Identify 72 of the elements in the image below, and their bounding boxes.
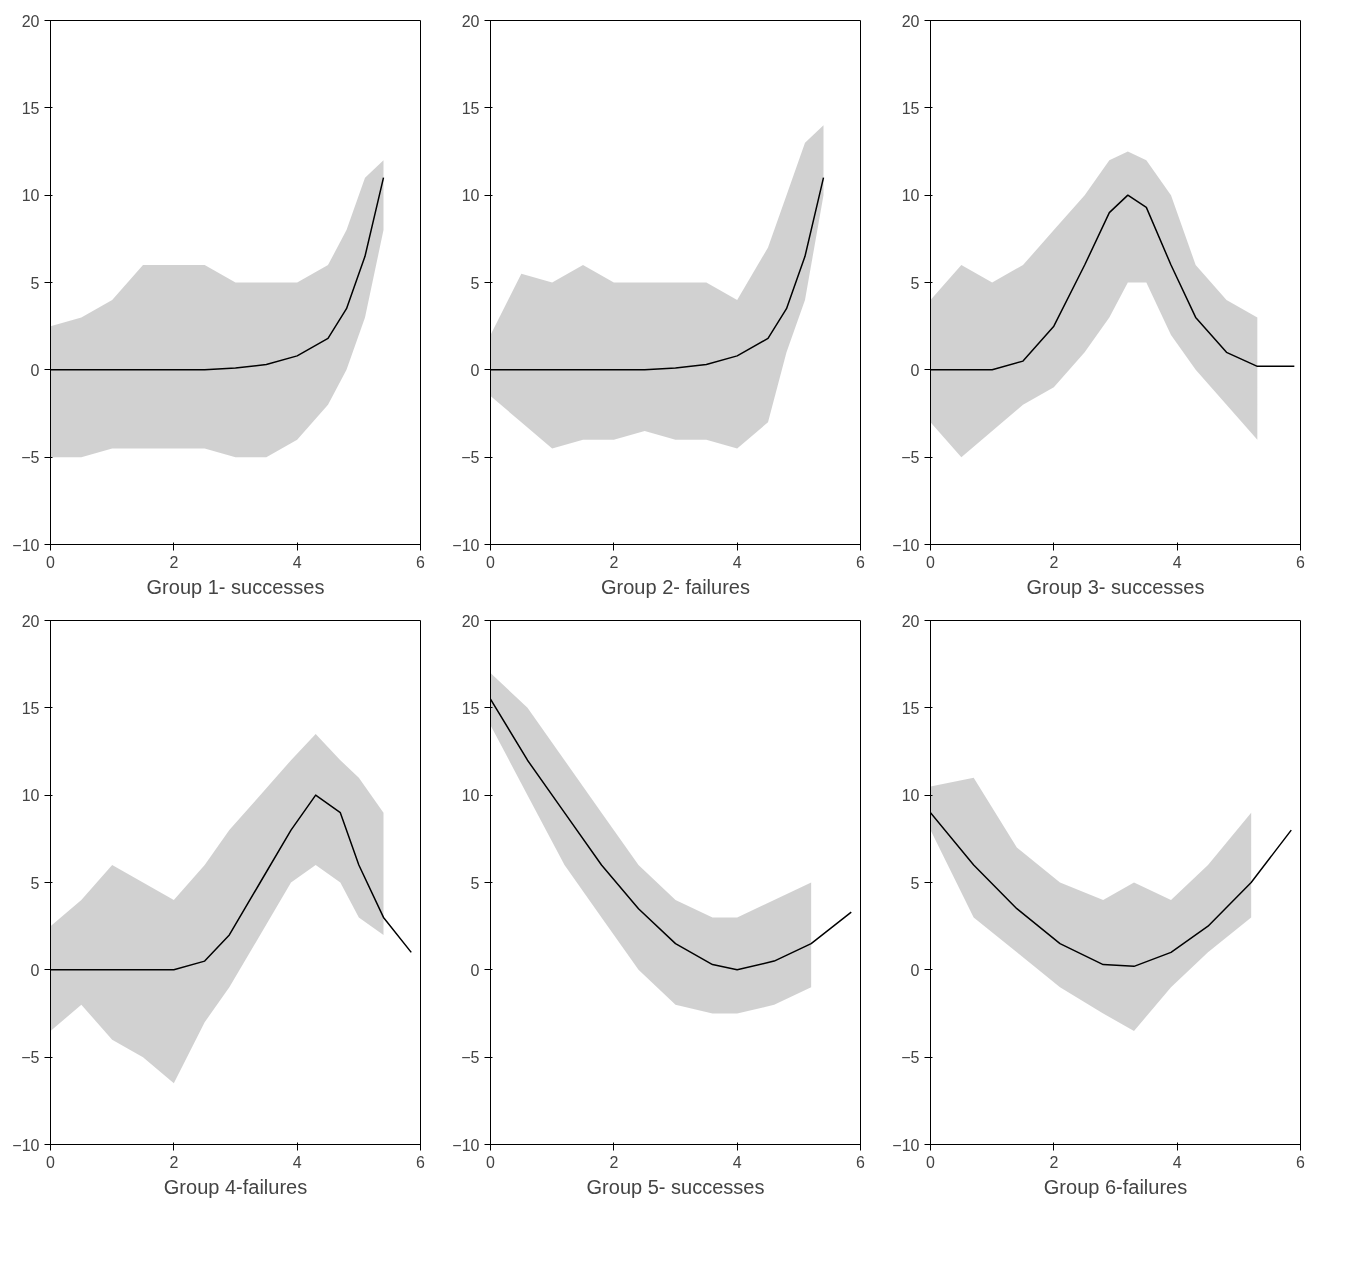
y-tick-label: −5	[21, 1049, 40, 1067]
y-tick-label: −10	[892, 536, 920, 554]
x-tick-label: 0	[486, 1153, 496, 1171]
y-tick-label: 0	[910, 961, 920, 979]
x-axis-title: Group 6-failures	[1043, 1175, 1188, 1198]
x-tick-label: 0	[926, 1153, 936, 1171]
y-tick-label: −10	[452, 1136, 480, 1154]
x-tick-label: 2	[609, 553, 619, 571]
y-tick-label: 15	[901, 699, 920, 717]
y-tick-label: 10	[461, 787, 480, 805]
y-tick-label: −10	[452, 536, 480, 554]
x-tick-label: 2	[1049, 553, 1059, 571]
x-tick-label: 0	[46, 1153, 56, 1171]
x-tick-label: 4	[1172, 1153, 1182, 1171]
x-tick-label: 6	[856, 1153, 866, 1171]
y-tick-label: 15	[21, 699, 40, 717]
x-tick-label: 2	[609, 1153, 619, 1171]
y-tick-label: 20	[461, 12, 480, 30]
y-tick-label: −5	[901, 449, 920, 467]
x-tick-label: 0	[486, 553, 496, 571]
y-tick-label: 5	[470, 874, 480, 892]
y-tick-label: −5	[461, 449, 480, 467]
x-tick-label: 2	[169, 553, 179, 571]
y-tick-label: 5	[470, 274, 480, 292]
y-tick-label: 20	[21, 612, 40, 630]
x-tick-label: 4	[732, 553, 742, 571]
x-tick-label: 0	[46, 553, 56, 571]
y-tick-label: −5	[461, 1049, 480, 1067]
x-tick-label: 0	[926, 553, 936, 571]
x-tick-label: 2	[1049, 1153, 1059, 1171]
y-tick-label: 15	[461, 99, 480, 117]
x-axis-title: Group 5- successes	[586, 1175, 765, 1198]
y-tick-label: 10	[21, 187, 40, 205]
y-tick-label: 15	[901, 99, 920, 117]
x-axis-title: Group 3- successes	[1026, 575, 1205, 598]
x-axis-title: Group 2- failures	[601, 575, 750, 598]
y-tick-label: −5	[901, 1049, 920, 1067]
y-tick-label: −5	[21, 449, 40, 467]
y-tick-label: 5	[910, 274, 920, 292]
y-tick-label: 5	[30, 274, 40, 292]
x-tick-label: 4	[1172, 553, 1182, 571]
y-tick-label: 10	[461, 187, 480, 205]
y-tick-label: 20	[901, 12, 920, 30]
y-tick-label: −10	[12, 536, 40, 554]
x-axis-title: Group 1- successes	[146, 575, 325, 598]
y-tick-label: 10	[901, 187, 920, 205]
x-tick-label: 2	[169, 1153, 179, 1171]
x-tick-label: 4	[732, 1153, 742, 1171]
y-tick-label: 20	[901, 612, 920, 630]
y-tick-label: 0	[470, 961, 480, 979]
y-tick-label: 0	[470, 361, 480, 379]
y-tick-label: 0	[30, 361, 40, 379]
x-tick-label: 4	[292, 553, 302, 571]
x-axis-title: Group 4-failures	[163, 1175, 308, 1198]
x-tick-label: 6	[856, 553, 866, 571]
y-tick-label: 20	[21, 12, 40, 30]
x-tick-label: 6	[1296, 1153, 1306, 1171]
y-tick-label: 15	[461, 699, 480, 717]
x-tick-label: 6	[416, 553, 426, 571]
x-tick-label: 4	[292, 1153, 302, 1171]
y-tick-label: 20	[461, 612, 480, 630]
x-tick-label: 6	[416, 1153, 426, 1171]
y-tick-label: 5	[30, 874, 40, 892]
x-tick-label: 6	[1296, 553, 1306, 571]
y-tick-label: 15	[21, 99, 40, 117]
y-tick-label: 10	[21, 787, 40, 805]
y-tick-label: −10	[892, 1136, 920, 1154]
y-tick-label: 0	[30, 961, 40, 979]
y-tick-label: −10	[12, 1136, 40, 1154]
y-tick-label: 5	[910, 874, 920, 892]
y-tick-label: 0	[910, 361, 920, 379]
y-tick-label: 10	[901, 787, 920, 805]
